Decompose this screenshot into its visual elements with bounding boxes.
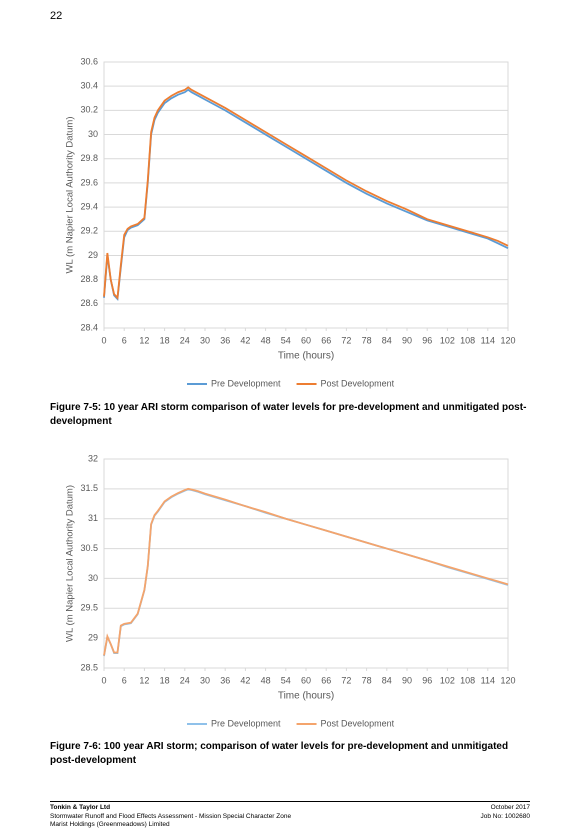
x-tick-label: 30 <box>200 335 210 345</box>
y-tick-label: 28.6 <box>80 298 98 308</box>
x-tick-label: 54 <box>281 335 291 345</box>
x-tick-label: 96 <box>422 335 432 345</box>
y-tick-label: 30 <box>88 129 98 139</box>
x-tick-label: 6 <box>122 335 127 345</box>
x-tick-label: 66 <box>321 335 331 345</box>
x-tick-label: 0 <box>101 675 106 685</box>
x-tick-label: 18 <box>160 335 170 345</box>
legend-label: Post Development <box>321 718 395 728</box>
x-tick-label: 90 <box>402 675 412 685</box>
y-tick-label: 30 <box>88 573 98 583</box>
x-tick-label: 120 <box>500 675 515 685</box>
footer-company: Tonkin & Taylor Ltd <box>50 804 111 811</box>
data-line <box>103 88 509 302</box>
y-tick-label: 29 <box>88 633 98 643</box>
y-tick-label: 28.4 <box>80 322 98 332</box>
x-tick-label: 12 <box>139 335 149 345</box>
footer-client: Marist Holdings (Greenmeadows) Limited <box>50 821 170 828</box>
x-tick-label: 84 <box>382 675 392 685</box>
legend-label: Pre Development <box>211 378 281 388</box>
y-tick-label: 30.2 <box>80 105 98 115</box>
x-tick-label: 102 <box>440 675 455 685</box>
figure-caption: Figure 7-5: 10 year ARI storm comparison… <box>50 402 527 427</box>
y-tick-label: 30.4 <box>80 81 98 91</box>
y-axis-label: WL (m Napier Local Authority Datum) <box>65 117 76 274</box>
x-tick-label: 96 <box>422 675 432 685</box>
plot-frame <box>103 458 509 669</box>
x-axis-label: Time (hours) <box>278 351 334 362</box>
y-tick-label: 29.4 <box>80 201 98 211</box>
footer-report: Stormwater Runoff and Flood Effects Asse… <box>50 812 292 820</box>
legend-label: Pre Development <box>211 718 281 728</box>
x-tick-label: 114 <box>481 335 495 345</box>
footer-date: October 2017 <box>490 804 530 811</box>
x-tick-label: 48 <box>261 335 271 345</box>
x-tick-label: 72 <box>341 335 351 345</box>
x-tick-label: 60 <box>301 675 311 685</box>
x-tick-label: 78 <box>362 675 372 685</box>
y-tick-label: 31.5 <box>80 483 98 493</box>
page-number: 22 <box>50 10 63 22</box>
footer-left: Tonkin & Taylor Ltd Stormwater Runoff an… <box>50 804 291 830</box>
data-line <box>103 487 509 656</box>
x-tick-label: 66 <box>321 675 331 685</box>
y-tick-label: 29.5 <box>80 603 98 613</box>
x-tick-label: 42 <box>240 335 250 345</box>
data-line <box>103 86 509 300</box>
x-tick-label: 102 <box>440 335 455 345</box>
x-tick-label: 60 <box>301 335 311 345</box>
x-tick-label: 18 <box>160 675 170 685</box>
chart: 28.5 29 29.5 30 30.5 31 31.5 32 0 6 12 18 24 30 36 42 48… <box>65 453 516 728</box>
y-tick-label: 29 <box>88 250 98 260</box>
footer-rule <box>50 801 530 802</box>
x-tick-label: 84 <box>382 335 392 345</box>
x-tick-label: 42 <box>240 675 250 685</box>
figure-caption: Figure 7-6: 100 year ARI storm; comparis… <box>50 741 509 766</box>
x-tick-label: 78 <box>362 335 372 345</box>
y-tick-label: 28.5 <box>80 662 98 672</box>
x-tick-label: 24 <box>180 675 190 685</box>
x-tick-label: 90 <box>402 335 412 345</box>
x-tick-label: 12 <box>139 675 149 685</box>
x-tick-label: 36 <box>220 675 230 685</box>
y-tick-label: 29.6 <box>80 177 98 187</box>
data-line <box>103 488 509 657</box>
y-tick-label: 30.5 <box>80 543 98 553</box>
y-tick-label: 30.6 <box>80 56 98 66</box>
y-tick-label: 31 <box>88 513 98 523</box>
x-axis-label: Time (hours) <box>278 691 334 702</box>
x-tick-label: 36 <box>220 335 230 345</box>
y-tick-label: 29.2 <box>80 226 98 236</box>
x-tick-label: 120 <box>500 335 515 345</box>
x-tick-label: 6 <box>122 675 127 685</box>
footer-job: Job No: 1002680 <box>480 812 530 820</box>
chart: 28.4 28.6 28.8 29 29.2 29.4 29.6 29.8 30 30.2 30.4… <box>65 56 516 388</box>
x-tick-label: 108 <box>460 675 475 685</box>
x-tick-label: 72 <box>341 675 351 685</box>
legend-label: Post Development <box>321 378 395 388</box>
footer-right: October 2017 Job No: 1002680 <box>480 804 530 821</box>
y-tick-label: 28.8 <box>80 274 98 284</box>
y-tick-label: 29.8 <box>80 153 98 163</box>
x-tick-label: 108 <box>460 335 475 345</box>
x-tick-label: 24 <box>180 335 190 345</box>
x-tick-label: 114 <box>481 675 495 685</box>
x-tick-label: 30 <box>200 675 210 685</box>
y-tick-label: 32 <box>88 453 98 463</box>
y-axis-label: WL (m Napier Local Authority Datum) <box>65 485 76 642</box>
x-tick-label: 48 <box>261 675 271 685</box>
x-tick-label: 54 <box>281 675 291 685</box>
x-tick-label: 0 <box>101 335 106 345</box>
